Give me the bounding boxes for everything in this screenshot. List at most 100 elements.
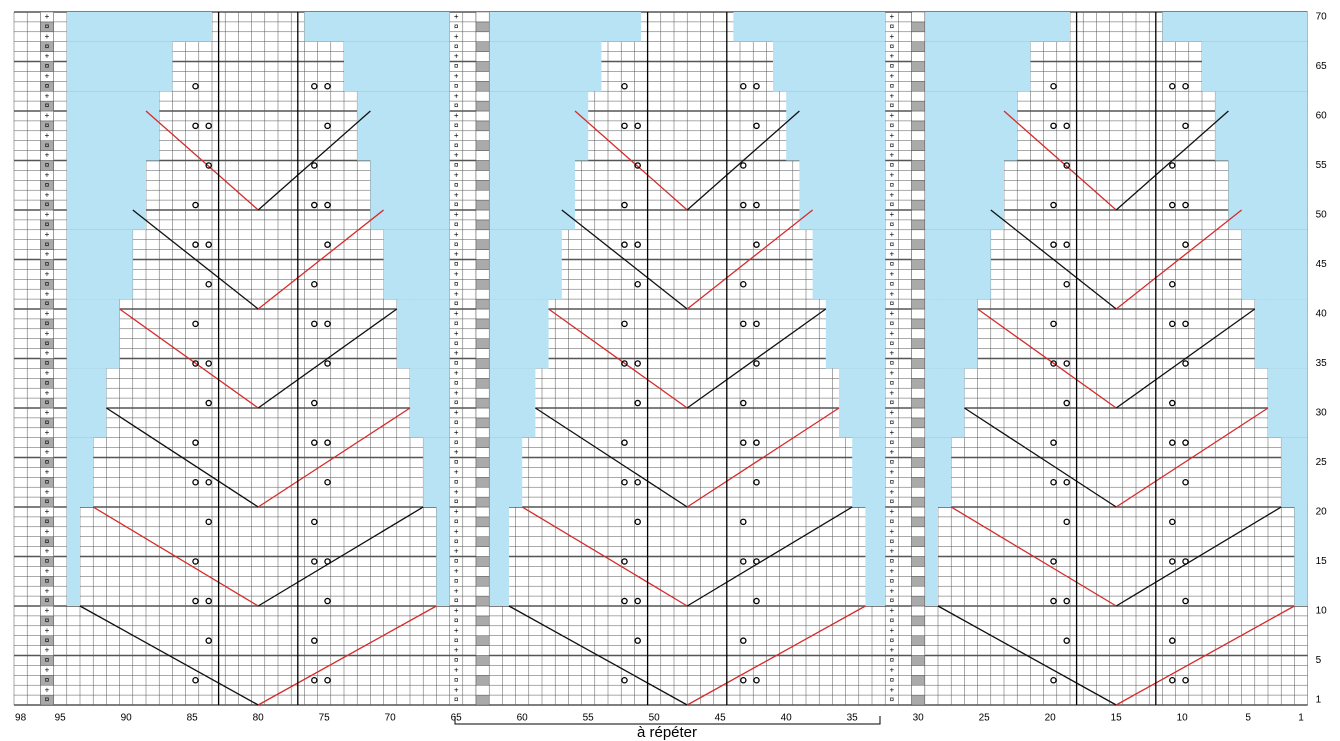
- twist-symbol: +: [45, 507, 50, 516]
- yarn-over: [753, 478, 760, 486]
- yarn-over: [324, 241, 331, 248]
- twist-symbol: ¤: [45, 576, 50, 585]
- twist-symbol: ¤: [890, 517, 895, 526]
- yarn-over: [1050, 597, 1057, 605]
- border-stitch: [911, 615, 926, 627]
- twist-symbol: +: [454, 32, 459, 41]
- decrease-line: [1115, 407, 1269, 508]
- empty-area: [489, 41, 602, 92]
- empty-area: [410, 368, 450, 438]
- border-stitch: [475, 645, 490, 656]
- decrease-line: [257, 110, 371, 211]
- decrease-line: [964, 407, 1117, 508]
- empty-area: [924, 12, 1070, 42]
- column-label: 65: [451, 713, 463, 724]
- twist-symbol: ¤: [890, 240, 895, 249]
- yarn-over: [311, 201, 318, 209]
- yarn-over: [324, 558, 331, 565]
- twist-symbol: +: [889, 210, 894, 219]
- empty-area: [924, 160, 1004, 230]
- border-stitch: [911, 546, 926, 557]
- twist-symbol: +: [454, 408, 459, 417]
- column-label: 70: [385, 713, 397, 724]
- twist-symbol: ¤: [45, 240, 50, 249]
- empty-area: [1281, 437, 1308, 507]
- twist-symbol: ¤: [454, 636, 459, 645]
- twist-symbol: +: [889, 131, 894, 140]
- yarn-over: [1063, 241, 1070, 248]
- empty-area: [1294, 507, 1308, 606]
- yarn-over: [1182, 478, 1189, 486]
- border-stitch: [475, 615, 490, 627]
- yarn-over: [621, 597, 628, 605]
- decrease-line: [1115, 506, 1282, 607]
- empty-area: [66, 368, 107, 438]
- border-stitch: [475, 675, 490, 686]
- yarn-over: [1063, 399, 1070, 407]
- column-label: 55: [583, 713, 595, 724]
- border-stitch: [475, 694, 490, 706]
- twist-symbol: +: [454, 487, 459, 496]
- yarn-over: [311, 677, 318, 684]
- border-stitch: [911, 338, 926, 349]
- twist-symbol: +: [889, 448, 894, 457]
- twist-symbol: ¤: [454, 517, 459, 526]
- empty-area: [1228, 160, 1308, 230]
- twist-symbol: +: [45, 32, 50, 41]
- yarn-over: [634, 162, 641, 169]
- twist-symbol: +: [454, 547, 459, 556]
- twist-symbol: +: [45, 487, 50, 496]
- border-stitch: [911, 140, 926, 151]
- twist-symbol: ¤: [45, 477, 50, 486]
- border-stitch: [911, 625, 926, 636]
- yarn-over: [634, 280, 641, 288]
- yarn-over: [621, 241, 628, 248]
- border-stitch: [911, 199, 926, 211]
- border-stitch: [911, 417, 926, 429]
- twist-symbol: ¤: [890, 220, 895, 229]
- twist-symbol: +: [454, 665, 459, 674]
- decrease-line: [977, 308, 1117, 409]
- twist-symbol: +: [889, 586, 894, 595]
- twist-symbol: +: [45, 428, 50, 437]
- border-stitch: [475, 170, 490, 181]
- yarn-over: [1169, 518, 1176, 526]
- twist-symbol: +: [45, 626, 50, 635]
- yarn-over: [634, 637, 641, 644]
- border-stitch: [475, 467, 490, 478]
- border-stitch: [911, 279, 926, 290]
- border-stitch: [911, 180, 926, 191]
- border-stitch: [475, 31, 490, 42]
- yarn-over: [621, 122, 628, 130]
- twist-symbol: +: [454, 151, 459, 160]
- twist-symbol: ¤: [890, 398, 895, 407]
- empty-area: [344, 41, 450, 92]
- twist-symbol: +: [454, 527, 459, 536]
- twist-symbol: +: [889, 190, 894, 199]
- twist-symbol: ¤: [454, 656, 459, 665]
- twist-symbol: +: [454, 566, 459, 575]
- twist-symbol: ¤: [890, 438, 895, 447]
- border-stitch: [911, 387, 926, 399]
- border-stitch: [475, 180, 490, 191]
- twist-symbol: +: [454, 685, 459, 694]
- yarn-over: [740, 201, 747, 209]
- border-stitch: [911, 189, 926, 201]
- yarn-over: [634, 399, 641, 407]
- twist-symbol: +: [889, 329, 894, 338]
- border-stitch: [475, 576, 490, 587]
- yarn-over: [621, 677, 628, 684]
- column-label: 60: [517, 713, 529, 724]
- twist-symbol: ¤: [890, 81, 895, 90]
- yarn-over: [1182, 122, 1189, 130]
- twist-symbol: ¤: [45, 398, 50, 407]
- twist-symbol: ¤: [454, 537, 459, 546]
- twist-symbol: ¤: [45, 438, 50, 447]
- border-stitch: [911, 447, 926, 458]
- border-stitch: [911, 477, 926, 488]
- decrease-line: [132, 209, 259, 310]
- twist-symbol: +: [889, 250, 894, 259]
- border-stitch: [911, 665, 926, 676]
